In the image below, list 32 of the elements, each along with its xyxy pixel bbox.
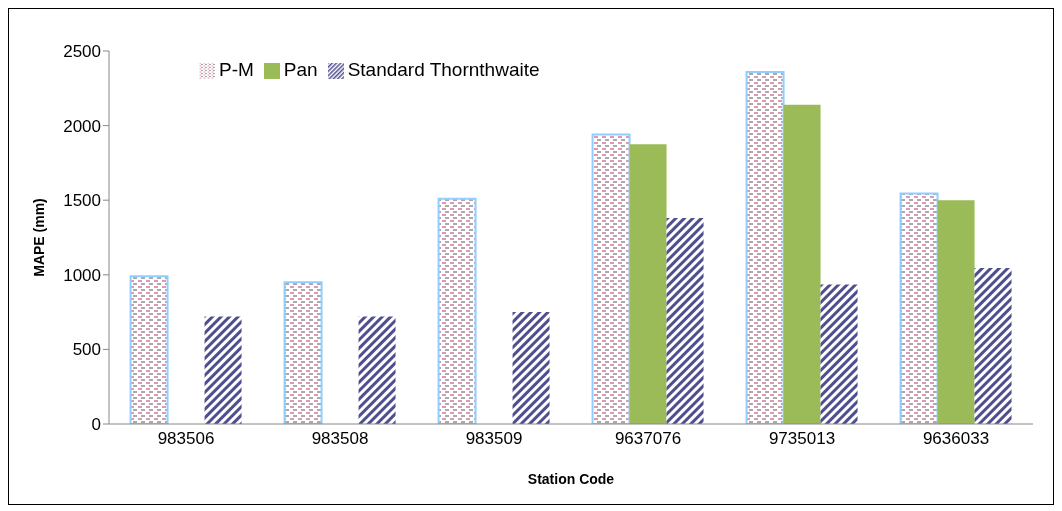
x-tick-label: 9636033 (922, 429, 990, 449)
y-tick-label: 2500 (63, 42, 101, 62)
y-tick-label: 1500 (63, 191, 101, 211)
y-tick-label: 500 (72, 340, 101, 360)
bar (937, 200, 975, 424)
bar (283, 281, 323, 424)
bar (899, 192, 939, 424)
bar (745, 70, 785, 424)
y-tick-label: 2000 (63, 116, 101, 136)
bar (358, 316, 396, 424)
bar (129, 275, 169, 424)
bar (512, 312, 550, 424)
bar (591, 133, 631, 424)
legend-label: Standard Thornthwaite (347, 59, 540, 80)
x-axis-title: Station Code (527, 471, 615, 487)
bar (204, 316, 242, 424)
bar (629, 144, 667, 424)
legend-label: Pan (283, 59, 318, 80)
bar (666, 218, 704, 424)
y-tick-label: 0 (91, 415, 101, 435)
y-axis-title: MAPE (mm) (30, 198, 47, 277)
bar (783, 104, 821, 424)
bar (437, 197, 477, 424)
bar (974, 268, 1012, 424)
bar (820, 284, 858, 424)
x-tick-label: 983506 (157, 429, 215, 449)
x-tick-label: 9637076 (614, 429, 682, 449)
y-tick-label: 1000 (63, 265, 101, 285)
x-tick-label: 9735013 (768, 429, 836, 449)
x-tick-label: 983508 (311, 429, 369, 449)
legend-label: P-M (219, 59, 254, 80)
x-tick-label: 983509 (465, 429, 523, 449)
